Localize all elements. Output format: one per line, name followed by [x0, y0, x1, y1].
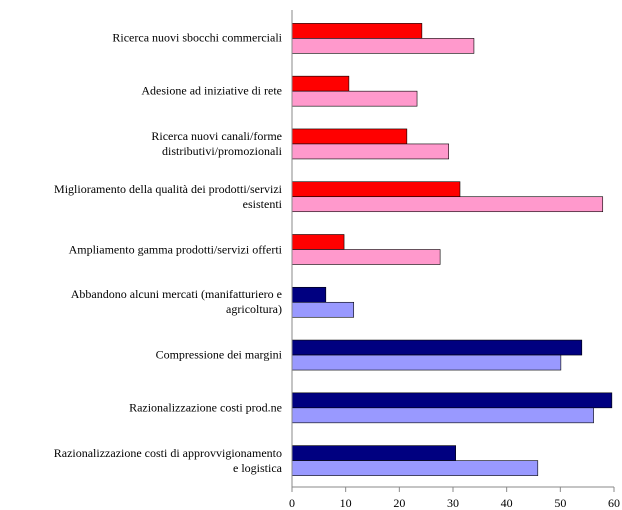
y-tick-label: Ricerca nuovi canali/forme distributivi/…	[151, 128, 282, 158]
y-tick-label: Ampliamento gamma prodotti/servizi offer…	[68, 242, 282, 256]
y-tick-label: Adesione ad iniziative di rete	[141, 83, 282, 98]
x-tick-label: 20	[393, 496, 405, 510]
bar	[291, 407, 594, 424]
bar	[291, 460, 539, 476]
x-tick-label: 30	[447, 496, 459, 510]
bar	[291, 23, 423, 39]
x-tick-label: 60	[608, 496, 620, 510]
x-tick-label: 50	[554, 496, 566, 510]
x-tick-label: 40	[501, 496, 513, 510]
bar	[291, 301, 355, 318]
y-tick-label: Abbandono alcuni mercati (manifatturiero…	[70, 287, 282, 317]
bar	[291, 234, 345, 250]
y-tick-label: Razionalizzazione costi prod.ne	[129, 400, 282, 415]
bar	[291, 339, 583, 356]
y-tick-label: Compressione dei margini	[155, 347, 282, 362]
bar	[291, 90, 418, 107]
bar	[291, 38, 475, 54]
bar	[291, 286, 327, 303]
bar	[291, 75, 350, 92]
bar	[291, 392, 613, 409]
bar	[291, 128, 408, 145]
bar	[291, 196, 604, 213]
y-tick-label: Miglioramento della qualità dei prodotti…	[54, 181, 282, 211]
bar	[291, 249, 441, 265]
bar	[291, 181, 461, 198]
x-tick-label: 0	[289, 496, 295, 510]
x-tick-label: 10	[340, 496, 352, 510]
bar	[291, 354, 562, 371]
y-tick-label: Razionalizzazione costi di approvvigiona…	[53, 445, 282, 475]
bar	[291, 445, 456, 461]
y-tick-label: Ricerca nuovi sbocchi commerciali	[112, 30, 282, 45]
bar	[291, 143, 450, 160]
